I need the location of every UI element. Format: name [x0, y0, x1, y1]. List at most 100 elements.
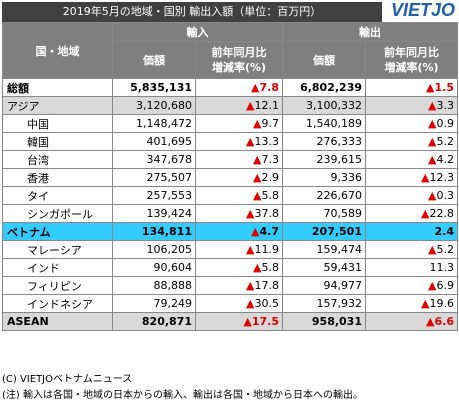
region: 韓国 [2, 132, 113, 151]
table-row: 中国 1,148,472 ▲9.7 1,540,189 ▲0.9 [2, 114, 458, 133]
region: 香港 [2, 168, 113, 187]
export-change: ▲22.8 [365, 204, 458, 223]
region: インドネシア [2, 294, 113, 313]
import-value: 1,148,472 [112, 114, 196, 133]
export-value: 159,474 [282, 240, 366, 259]
logo: VIETJO [390, 0, 455, 20]
export-change: ▲6.9 [365, 276, 458, 295]
region: 中国 [2, 114, 113, 133]
table-row: ベトナム 134,811 ▲4.7 207,501 2.4 [2, 222, 458, 241]
import-value: 5,835,131 [112, 78, 196, 97]
import-change: ▲9.7 [195, 114, 283, 133]
import-value: 257,553 [112, 186, 196, 205]
region-header: 国・地域 [2, 22, 113, 79]
table-row: フィリピン 88,888 ▲17.8 94,977 ▲6.9 [2, 276, 458, 295]
change-header-line: 増減率(%) [384, 61, 439, 74]
export-change: ▲3.3 [365, 96, 458, 115]
import-value: 106,205 [112, 240, 196, 259]
export-value: 207,501 [282, 222, 366, 241]
import-value: 275,507 [112, 168, 196, 187]
export-change: ▲0.9 [365, 114, 458, 133]
region: 台湾 [2, 150, 113, 169]
import-change: ▲5.8 [195, 186, 283, 205]
region: シンガポール [2, 204, 113, 223]
import-change: ▲17.8 [195, 276, 283, 295]
import-change: ▲37.8 [195, 204, 283, 223]
import-value: 139,424 [112, 204, 196, 223]
region: ベトナム [2, 222, 113, 241]
export-change: ▲5.2 [365, 240, 458, 259]
export-value: 157,932 [282, 294, 366, 313]
export-change: ▲6.6 [365, 312, 458, 331]
import-change: ▲7.3 [195, 150, 283, 169]
export-value: 1,540,189 [282, 114, 366, 133]
export-header: 輸出 [282, 22, 458, 42]
table-row: シンガポール 139,424 ▲37.8 70,589 ▲22.8 [2, 204, 458, 223]
export-value: 226,670 [282, 186, 366, 205]
import-value: 347,678 [112, 150, 196, 169]
table-row: 香港 275,507 ▲2.9 9,336 ▲12.3 [2, 168, 458, 187]
change-header-line: 前年同月比 [384, 46, 439, 59]
table-row: インドネシア 79,249 ▲30.5 157,932 ▲19.6 [2, 294, 458, 313]
export-value: 9,336 [282, 168, 366, 187]
title-bar: 2019年5月の地域・国別 輸出入額（単位：百万円） VIETJO [2, 0, 457, 22]
import-header: 輸入 [112, 22, 283, 42]
copyright: (C) VIETJOベトナムニュース [2, 374, 133, 385]
export-change: ▲4.2 [365, 150, 458, 169]
export-change: ▲12.3 [365, 168, 458, 187]
export-value: 3,100,332 [282, 96, 366, 115]
region: フィリピン [2, 276, 113, 295]
value-header: 価額 [112, 41, 196, 79]
region: ASEAN [2, 312, 113, 331]
import-change: ▲4.7 [195, 222, 283, 241]
export-value: 70,589 [282, 204, 366, 223]
table-row: 台湾 347,678 ▲7.3 239,615 ▲4.2 [2, 150, 458, 169]
region: インド [2, 258, 113, 277]
table-row: インド 90,604 ▲5.8 59,431 11.3 [2, 258, 458, 277]
import-value: 134,811 [112, 222, 196, 241]
export-value: 59,431 [282, 258, 366, 277]
import-change: ▲5.8 [195, 258, 283, 277]
table-row: ASEAN 820,871 ▲17.5 958,031 ▲6.6 [2, 312, 458, 331]
import-change: ▲30.5 [195, 294, 283, 313]
region: アジア [2, 96, 113, 115]
export-change: ▲1.5 [365, 78, 458, 97]
import-change: ▲12.1 [195, 96, 283, 115]
import-value: 820,871 [112, 312, 196, 331]
region: タイ [2, 186, 113, 205]
export-value: 239,615 [282, 150, 366, 169]
import-value: 88,888 [112, 276, 196, 295]
region: 総額 [2, 78, 113, 97]
export-change: ▲5.2 [365, 132, 458, 151]
import-change: ▲2.9 [195, 168, 283, 187]
import-value: 79,249 [112, 294, 196, 313]
table-row: アジア 3,120,680 ▲12.1 3,100,332 ▲3.3 [2, 96, 458, 115]
table-row: 総額 5,835,131 ▲7.8 6,802,239 ▲1.5 [2, 78, 458, 97]
import-value: 3,120,680 [112, 96, 196, 115]
table-row: タイ 257,553 ▲5.8 226,670 ▲0.3 [2, 186, 458, 205]
trade-table: 国・地域 輸入 輸出 価額 前年同月比 増減率(%) 価額 前年同月比 増減率(%)… [2, 22, 458, 331]
export-value: 94,977 [282, 276, 366, 295]
change-header: 前年同月比 増減率(%) [195, 41, 283, 79]
export-value: 276,333 [282, 132, 366, 151]
import-change: ▲11.9 [195, 240, 283, 259]
import-change: ▲7.8 [195, 78, 283, 97]
import-change: ▲13.3 [195, 132, 283, 151]
export-change: 11.3 [365, 258, 458, 277]
change-header: 前年同月比増減率(%) [365, 41, 458, 79]
value-header: 価額 [282, 41, 366, 79]
export-value: 6,802,239 [282, 78, 366, 97]
export-change: 2.4 [365, 222, 458, 241]
import-value: 90,604 [112, 258, 196, 277]
note: (注) 輸入は各国・地域の日本からの輸入、輸出は各国・地域から日本への輸出。 [2, 390, 363, 401]
table-row: マレーシア 106,205 ▲11.9 159,474 ▲5.2 [2, 240, 458, 259]
title: 2019年5月の地域・国別 輸出入額（単位：百万円） [2, 2, 382, 22]
import-value: 401,695 [112, 132, 196, 151]
export-value: 958,031 [282, 312, 366, 331]
export-change: ▲19.6 [365, 294, 458, 313]
table-row: 韓国 401,695 ▲13.3 276,333 ▲5.2 [2, 132, 458, 151]
export-change: ▲0.3 [365, 186, 458, 205]
change-header-line: 増減率(%) [211, 61, 267, 74]
import-change: ▲17.5 [195, 312, 283, 331]
